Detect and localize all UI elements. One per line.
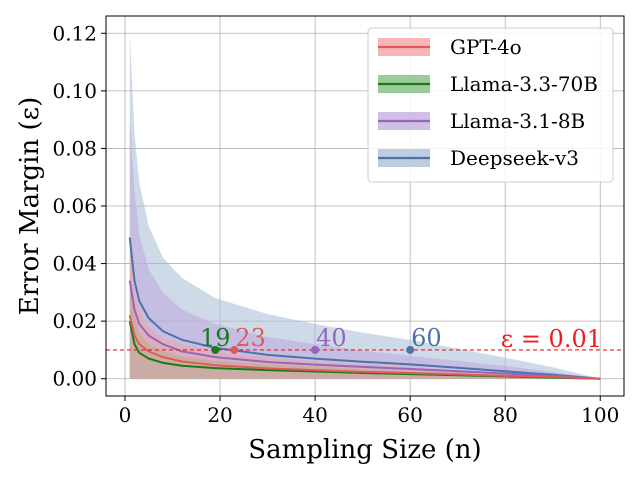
marker-point [311,345,320,354]
legend: GPT-4o Llama-3.3-70B Llama-3.1-8B Deepseek-… [367,27,614,183]
x-tick-label: 60 [397,403,422,427]
x-axis-label: Sampling Size (n) [248,435,481,465]
y-tick-label: 0.02 [52,309,97,333]
series-lines [128,237,601,380]
legend-entry: GPT-4o [450,35,522,59]
y-tick-label: 0.04 [52,252,97,276]
marker-point [211,345,220,354]
x-tick-label: 40 [302,403,327,427]
line-deepseek-v3 [128,237,601,380]
legend-box [367,27,614,183]
threshold-line: ε = 0.01 [106,325,624,353]
x-tick-label: 80 [492,403,517,427]
marker-label: 40 [316,324,347,352]
marker-label: 23 [235,324,266,352]
marker-label: 19 [200,324,231,352]
legend-entry: Llama-3.3-70B [450,72,598,96]
y-tick-label: 0.10 [52,79,97,103]
threshold-label: ε = 0.01 [501,325,602,353]
y-tick-label: 0.08 [52,136,97,160]
marker-label: 60 [411,324,442,352]
x-tick-label: 20 [207,403,232,427]
y-tick-label: 0.12 [52,21,97,45]
y-tick-label: 0.06 [52,194,97,218]
marker-point [406,345,415,354]
legend-entry: Deepseek-v3 [450,146,579,170]
legend-entry: Llama-3.1-8B [450,109,585,133]
axis-ticks: 0 20 40 60 80 100 0.00 0.02 0.04 0.06 0.08 0.10 0.12 [52,21,619,427]
x-tick-label: 100 [581,403,619,427]
x-tick-label: 0 [119,403,132,427]
line-gpt-4o [128,315,601,380]
line-llama-3-1-8b [128,280,601,380]
y-tick-label: 0.00 [52,367,97,391]
y-axis-label: Error Margin (ε) [15,97,45,315]
marker-point [230,345,239,354]
